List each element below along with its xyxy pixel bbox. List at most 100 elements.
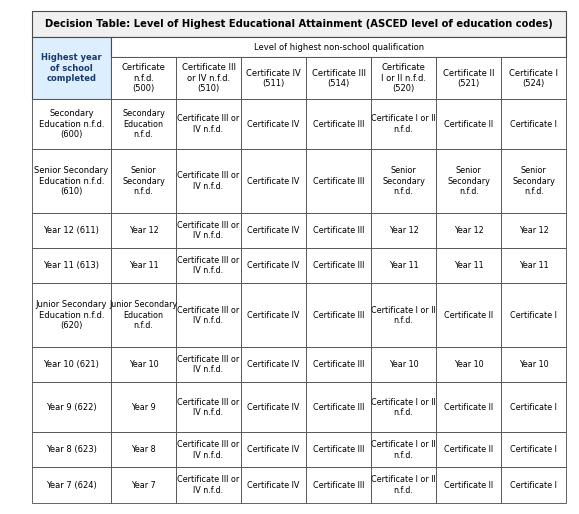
Bar bbox=[436, 432, 501, 467]
Bar bbox=[32, 37, 111, 99]
Bar bbox=[306, 467, 371, 503]
Text: Certificate III or
IV n.f.d.: Certificate III or IV n.f.d. bbox=[177, 305, 240, 325]
Bar bbox=[32, 347, 111, 382]
Text: Year 11: Year 11 bbox=[389, 261, 419, 270]
Bar bbox=[241, 213, 306, 248]
Text: Year 10: Year 10 bbox=[129, 360, 158, 369]
Bar bbox=[306, 99, 371, 149]
Text: Certificate I or II
n.f.d.: Certificate I or II n.f.d. bbox=[371, 398, 436, 417]
Bar bbox=[306, 283, 371, 347]
Bar bbox=[32, 382, 111, 432]
Text: Certificate I or II
n.f.d.: Certificate I or II n.f.d. bbox=[371, 475, 436, 495]
Text: Certificate IV: Certificate IV bbox=[247, 481, 300, 489]
Bar bbox=[371, 347, 436, 382]
Bar bbox=[176, 248, 241, 283]
Bar bbox=[176, 382, 241, 432]
Bar bbox=[241, 99, 306, 149]
Text: Certificate III or
IV n.f.d.: Certificate III or IV n.f.d. bbox=[177, 475, 240, 495]
Bar bbox=[176, 467, 241, 503]
Bar bbox=[32, 99, 111, 149]
Bar bbox=[241, 58, 306, 99]
Text: Certificate II: Certificate II bbox=[444, 481, 493, 489]
Bar bbox=[241, 347, 306, 382]
Text: Certificate I or II
n.f.d.: Certificate I or II n.f.d. bbox=[371, 440, 436, 460]
Text: Certificate III: Certificate III bbox=[313, 176, 364, 186]
Text: Certificate III or
IV n.f.d.: Certificate III or IV n.f.d. bbox=[177, 256, 240, 276]
Text: Certificate
I or II n.f.d.
(520): Certificate I or II n.f.d. (520) bbox=[381, 64, 426, 93]
Text: Year 9: Year 9 bbox=[131, 403, 156, 412]
Bar bbox=[241, 432, 306, 467]
Text: Certificate IV
(511): Certificate IV (511) bbox=[246, 69, 301, 88]
Bar bbox=[111, 99, 176, 149]
Bar bbox=[176, 149, 241, 213]
Bar bbox=[111, 347, 176, 382]
Text: Certificate III or
IV n.f.d.: Certificate III or IV n.f.d. bbox=[177, 171, 240, 191]
Text: Certificate III: Certificate III bbox=[313, 120, 364, 128]
Bar bbox=[371, 213, 436, 248]
Bar bbox=[371, 99, 436, 149]
Text: Senior Secondary
Education n.f.d.
(610): Senior Secondary Education n.f.d. (610) bbox=[34, 166, 108, 196]
Bar bbox=[436, 283, 501, 347]
Bar bbox=[371, 467, 436, 503]
Text: Certificate I: Certificate I bbox=[510, 445, 557, 454]
Text: Certificate III: Certificate III bbox=[313, 311, 364, 320]
Bar bbox=[501, 382, 566, 432]
Text: Certificate III: Certificate III bbox=[313, 261, 364, 270]
Text: Certificate IV: Certificate IV bbox=[247, 403, 300, 412]
Bar bbox=[501, 432, 566, 467]
Text: Certificate IV: Certificate IV bbox=[247, 176, 300, 186]
Text: Year 11: Year 11 bbox=[454, 261, 483, 270]
Bar bbox=[111, 283, 176, 347]
Bar bbox=[176, 283, 241, 347]
Text: Certificate III or
IV n.f.d.: Certificate III or IV n.f.d. bbox=[177, 115, 240, 134]
Bar bbox=[501, 467, 566, 503]
Bar bbox=[371, 149, 436, 213]
Text: Certificate III or
IV n.f.d.: Certificate III or IV n.f.d. bbox=[177, 221, 240, 240]
Bar bbox=[371, 382, 436, 432]
Text: Certificate II: Certificate II bbox=[444, 445, 493, 454]
Bar bbox=[501, 99, 566, 149]
Text: Certificate II: Certificate II bbox=[444, 120, 493, 128]
Bar bbox=[306, 213, 371, 248]
Bar bbox=[306, 382, 371, 432]
Text: Year 11: Year 11 bbox=[519, 261, 548, 270]
Text: Certificate III: Certificate III bbox=[313, 403, 364, 412]
Bar bbox=[501, 58, 566, 99]
Text: Year 8: Year 8 bbox=[131, 445, 156, 454]
Text: Year 12: Year 12 bbox=[519, 226, 549, 235]
Text: Year 7 (624): Year 7 (624) bbox=[46, 481, 97, 489]
Bar bbox=[306, 432, 371, 467]
Text: Year 7: Year 7 bbox=[131, 481, 156, 489]
Text: Certificate
n.f.d.
(500): Certificate n.f.d. (500) bbox=[122, 64, 166, 93]
Bar bbox=[32, 11, 566, 37]
Text: Senior
Secondary
n.f.d.: Senior Secondary n.f.d. bbox=[382, 166, 425, 196]
Bar bbox=[111, 432, 176, 467]
Bar bbox=[32, 213, 111, 248]
Text: Highest year
of school
completed: Highest year of school completed bbox=[41, 53, 102, 83]
Text: Certificate III
or IV n.f.d.
(510): Certificate III or IV n.f.d. (510) bbox=[181, 64, 236, 93]
Text: Junior Secondary
Education n.f.d.
(620): Junior Secondary Education n.f.d. (620) bbox=[36, 300, 107, 330]
Bar bbox=[371, 283, 436, 347]
Bar bbox=[176, 213, 241, 248]
Text: Year 12 (611): Year 12 (611) bbox=[43, 226, 100, 235]
Bar bbox=[32, 149, 111, 213]
Bar bbox=[501, 213, 566, 248]
Text: Year 12: Year 12 bbox=[454, 226, 483, 235]
Text: Certificate I
(524): Certificate I (524) bbox=[510, 69, 558, 88]
Bar bbox=[176, 99, 241, 149]
Bar bbox=[436, 149, 501, 213]
Bar bbox=[371, 432, 436, 467]
Text: Year 10 (621): Year 10 (621) bbox=[43, 360, 100, 369]
Bar bbox=[111, 467, 176, 503]
Text: Certificate III
(514): Certificate III (514) bbox=[312, 69, 365, 88]
Bar bbox=[111, 37, 566, 58]
Bar bbox=[436, 99, 501, 149]
Bar bbox=[176, 58, 241, 99]
Bar bbox=[32, 467, 111, 503]
Text: Senior
Secondary
n.f.d.: Senior Secondary n.f.d. bbox=[447, 166, 490, 196]
Text: Year 11 (613): Year 11 (613) bbox=[43, 261, 100, 270]
Bar bbox=[176, 432, 241, 467]
Bar bbox=[501, 149, 566, 213]
Text: Year 12: Year 12 bbox=[389, 226, 419, 235]
Bar bbox=[111, 149, 176, 213]
